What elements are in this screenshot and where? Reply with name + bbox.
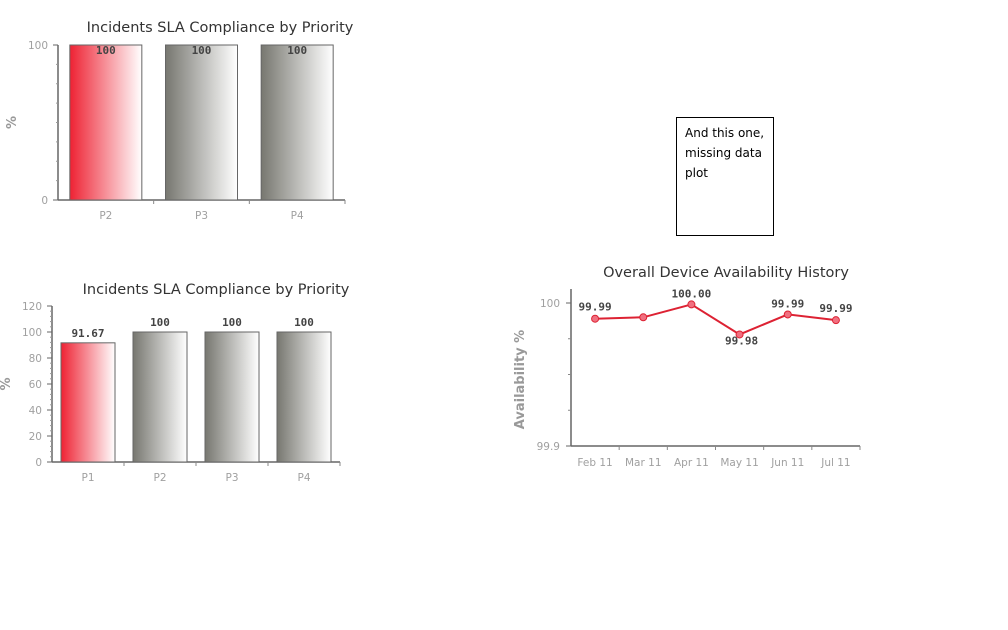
y-axis-label: % <box>0 377 14 390</box>
annotation-note-box: And this one, missing data plot <box>676 117 774 236</box>
data-point-apr-11 <box>687 300 696 309</box>
y-tick-label: 100 <box>22 327 42 339</box>
bar-p2 <box>69 44 143 201</box>
y-tick-label: 0 <box>41 195 48 207</box>
data-point-mar-11 <box>639 313 648 322</box>
y-tick-label: 60 <box>29 379 42 391</box>
x-tick-label: P4 <box>297 472 310 484</box>
chart-title: Incidents SLA Compliance by Priority <box>83 282 350 298</box>
x-tick-label: P4 <box>291 210 304 222</box>
data-label-p1: 91.67 <box>71 327 104 340</box>
y-tick-label: 80 <box>29 353 42 365</box>
data-label-feb-11: 99.99 <box>579 301 612 314</box>
x-tick-label: May 11 <box>720 457 758 469</box>
annotation-note-text: And this one, missing data plot <box>685 126 765 180</box>
data-label-p2: 100 <box>150 316 170 329</box>
data-label-p2: 100 <box>96 44 116 57</box>
x-tick-label: P2 <box>153 472 166 484</box>
sla-chart-top: Incidents SLA Compliance by Priority 0 100… <box>5 20 354 222</box>
x-tick-label: Feb 11 <box>577 457 612 469</box>
chart-title: Incidents SLA Compliance by Priority <box>87 20 354 36</box>
x-tick-label: P3 <box>225 472 238 484</box>
x-tick-label: Mar 11 <box>625 457 662 469</box>
x-tick-label: P1 <box>81 472 94 484</box>
data-point-jul-11 <box>831 316 840 325</box>
data-label-p3: 100 <box>192 44 212 57</box>
y-tick-label: 99.9 <box>537 441 560 453</box>
bar-p3 <box>165 44 238 201</box>
data-point-feb-11 <box>591 314 600 323</box>
y-axis-label: % <box>5 116 20 129</box>
data-label-apr-11: 100.00 <box>672 287 712 300</box>
data-point-jun-11 <box>783 310 792 319</box>
data-label-jul-11: 99.99 <box>819 302 852 315</box>
data-label-p4: 100 <box>294 316 314 329</box>
y-tick-label: 100 <box>540 298 560 310</box>
chart-title: Overall Device Availability History <box>603 265 849 281</box>
data-label-mar-11: 99.99 <box>622 276 655 289</box>
y-tick-label: 100 <box>28 40 48 52</box>
bar-p1 <box>60 342 116 463</box>
bar-p3 <box>204 331 260 463</box>
data-label-may-11: 99.98 <box>725 334 758 347</box>
bar-p2 <box>132 331 188 463</box>
sla-chart-bottom: Incidents SLA Compliance by Priority 0 20 4… <box>0 282 350 484</box>
y-tick-label: 20 <box>29 431 42 443</box>
x-tick-label: Apr 11 <box>674 457 709 469</box>
x-tick-label: Jun 11 <box>770 457 804 469</box>
data-point-may-11 <box>735 330 744 339</box>
bar-p4 <box>260 44 334 201</box>
y-tick-label: 120 <box>22 301 42 313</box>
data-label-p3: 100 <box>222 316 242 329</box>
availability-chart: Overall Device Availability History 99.9 1… <box>513 265 861 469</box>
y-axis-label: Availability % <box>513 330 528 429</box>
y-tick-label: 0 <box>35 457 42 469</box>
x-tick-label: Jul 11 <box>820 457 850 469</box>
data-label-p4: 100 <box>287 44 307 57</box>
series-line <box>595 303 837 336</box>
x-tick-label: P2 <box>99 210 112 222</box>
y-tick-label: 40 <box>29 405 42 417</box>
data-label-jun-11: 99.99 <box>771 297 804 310</box>
x-tick-label: P3 <box>195 210 208 222</box>
bar-p4 <box>276 331 332 463</box>
